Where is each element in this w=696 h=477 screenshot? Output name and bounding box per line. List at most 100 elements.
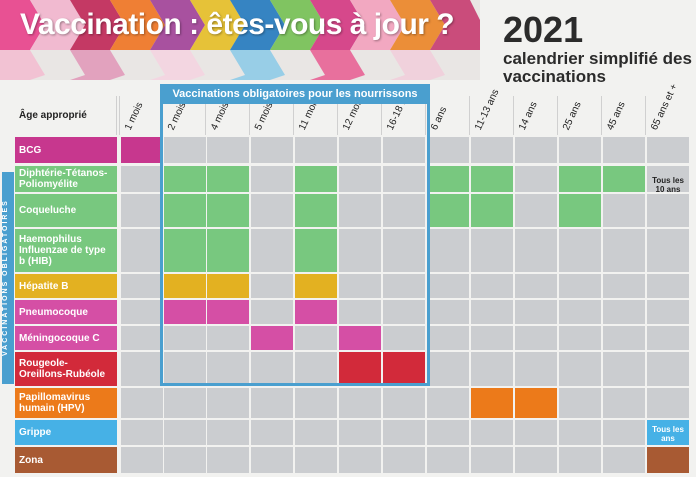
age-header-9: 14 ans bbox=[517, 100, 540, 132]
vaccine-cell-empty bbox=[559, 420, 601, 445]
grippe-65-note: Tous les ans bbox=[652, 425, 684, 443]
vaccine-cell-empty bbox=[383, 137, 425, 163]
vaccine-cell-active bbox=[559, 194, 601, 227]
vaccine-cell-empty bbox=[339, 166, 381, 192]
vaccine-cell-empty bbox=[383, 274, 425, 298]
vaccine-cell-active bbox=[295, 194, 337, 227]
vaccine-cell-empty bbox=[339, 420, 381, 445]
vaccine-cell-empty bbox=[207, 388, 249, 418]
vaccine-cell-active bbox=[339, 326, 381, 350]
vaccine-cell-empty bbox=[121, 352, 163, 386]
vaccine-cell-active bbox=[295, 300, 337, 324]
vaccine-cell-active bbox=[207, 300, 249, 324]
age-header-2: 4 mois bbox=[209, 100, 232, 132]
vaccine-cell-empty bbox=[251, 352, 293, 386]
row-label-0: BCG bbox=[15, 137, 117, 163]
age-header-3: 5 mois bbox=[253, 100, 276, 132]
vaccine-cell-empty bbox=[121, 274, 163, 298]
age-header-8: 11-13 ans bbox=[473, 87, 502, 132]
vaccine-cell-active bbox=[207, 194, 249, 227]
vaccine-cell-empty bbox=[559, 300, 601, 324]
vaccine-cell-empty bbox=[603, 300, 645, 324]
vaccine-cell-empty bbox=[471, 326, 513, 350]
vaccine-cell-empty bbox=[515, 194, 557, 227]
vaccine-cell-active bbox=[164, 274, 206, 298]
vaccine-cell-active bbox=[164, 300, 206, 324]
vaccine-cell-active bbox=[427, 194, 469, 227]
vaccine-cell-active bbox=[427, 166, 469, 192]
vaccine-cell-empty bbox=[295, 420, 337, 445]
vaccine-cell-empty bbox=[471, 300, 513, 324]
vaccine-cell-empty bbox=[339, 274, 381, 298]
vaccine-cell-empty bbox=[603, 137, 645, 163]
age-header-0: 1 mois bbox=[123, 100, 146, 132]
vaccine-cell-empty bbox=[603, 388, 645, 418]
vaccine-cell-empty bbox=[121, 420, 163, 445]
vaccine-cell-empty bbox=[251, 229, 293, 272]
vaccine-cell-empty bbox=[515, 447, 557, 473]
vaccine-cell-empty bbox=[295, 352, 337, 386]
page-title: Vaccination : êtes-vous à jour ? bbox=[20, 8, 455, 41]
row-label-8: Papillomavirus humain (HPV) bbox=[15, 388, 117, 418]
row-label-9: Grippe bbox=[15, 420, 117, 445]
header-separator bbox=[557, 96, 558, 135]
vaccine-cell-empty bbox=[121, 326, 163, 350]
vaccine-cell-empty bbox=[339, 137, 381, 163]
vaccine-cell-empty bbox=[647, 352, 689, 386]
year-heading: 2021 bbox=[503, 9, 584, 50]
vaccine-cell-empty bbox=[559, 137, 601, 163]
vaccine-cell-empty bbox=[471, 420, 513, 445]
age-header-10: 25 ans bbox=[561, 100, 584, 132]
vaccine-cell-active bbox=[121, 137, 163, 163]
vaccine-cell-empty bbox=[295, 447, 337, 473]
vaccine-cell-active bbox=[207, 274, 249, 298]
vaccine-cell-empty bbox=[251, 274, 293, 298]
vaccine-cell-empty bbox=[647, 166, 689, 192]
vaccine-cell-empty bbox=[207, 447, 249, 473]
vaccine-cell-empty bbox=[647, 326, 689, 350]
vaccine-cell-active bbox=[164, 229, 206, 272]
vaccine-cell-empty bbox=[251, 194, 293, 227]
row-label-10: Zona bbox=[15, 447, 117, 473]
age-header-11: 45 ans bbox=[605, 100, 628, 132]
infant-obligatory-label: Vaccinations obligatoires pour les nourr… bbox=[160, 84, 430, 104]
row-label-6: Méningocoque C bbox=[15, 326, 117, 350]
vaccine-cell-empty bbox=[164, 137, 206, 163]
vaccine-cell-active bbox=[559, 166, 601, 192]
vaccine-cell-empty bbox=[515, 326, 557, 350]
vaccine-cell-empty bbox=[295, 137, 337, 163]
vaccine-cell-empty bbox=[515, 166, 557, 192]
header-separator bbox=[119, 96, 120, 135]
vaccine-cell-empty bbox=[603, 447, 645, 473]
vaccine-cell-empty bbox=[121, 229, 163, 272]
vaccine-cell-empty bbox=[603, 274, 645, 298]
row-label-4: Hépatite B bbox=[15, 274, 117, 298]
vaccine-cell-empty bbox=[207, 352, 249, 386]
row-label-2: Coqueluche bbox=[15, 194, 117, 227]
vaccine-cell-empty bbox=[251, 388, 293, 418]
vaccine-cell-empty bbox=[251, 420, 293, 445]
vaccine-cell-empty bbox=[383, 194, 425, 227]
age-header-label: Âge approprié bbox=[15, 96, 117, 135]
vaccine-cell-active bbox=[515, 388, 557, 418]
hexagon-pattern-icon bbox=[0, 0, 480, 80]
vaccine-cell-empty bbox=[559, 229, 601, 272]
vaccine-cell-active bbox=[164, 166, 206, 192]
vaccine-cell-empty bbox=[647, 137, 689, 163]
vaccine-cell-empty bbox=[251, 447, 293, 473]
header-separator bbox=[381, 96, 382, 135]
vaccine-cell-active bbox=[471, 388, 513, 418]
vaccine-cell-empty bbox=[121, 447, 163, 473]
vaccine-cell-empty bbox=[251, 137, 293, 163]
vaccine-cell-empty bbox=[515, 300, 557, 324]
vaccine-cell-active bbox=[295, 274, 337, 298]
vaccine-cell-empty bbox=[471, 352, 513, 386]
vaccine-cell-empty bbox=[164, 326, 206, 350]
vaccine-cell-empty bbox=[603, 420, 645, 445]
vaccine-cell-empty bbox=[339, 300, 381, 324]
vaccine-cell-empty bbox=[603, 229, 645, 272]
vaccine-cell-active bbox=[471, 166, 513, 192]
vaccine-cell-empty bbox=[647, 194, 689, 227]
vaccine-cell-empty bbox=[427, 300, 469, 324]
